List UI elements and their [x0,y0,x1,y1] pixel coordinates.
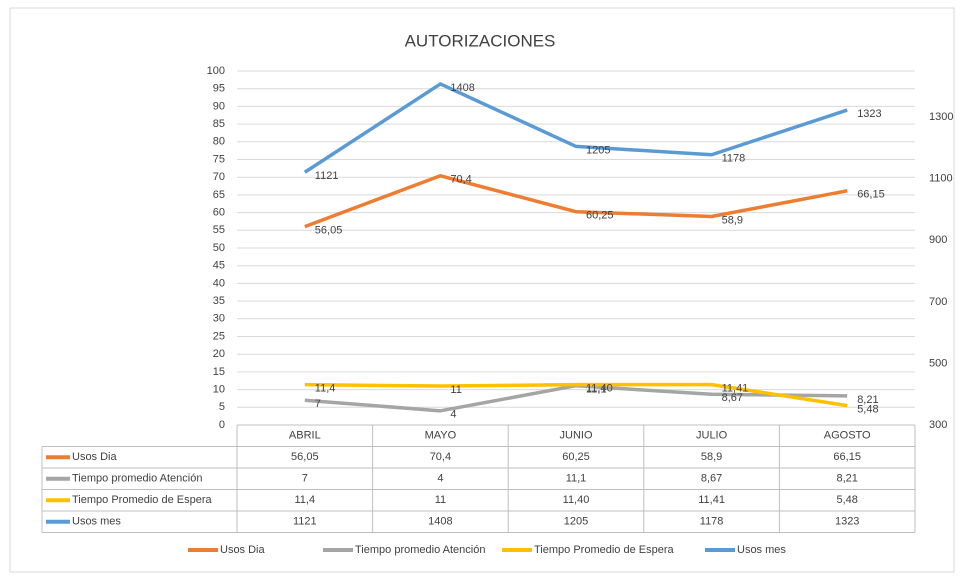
row-header: Usos Dia [72,451,118,463]
table-cell: 56,05 [291,451,319,463]
table-cell: 1205 [564,516,588,528]
y-tick-label: 30 [213,313,225,325]
data-label: 8,21 [857,394,878,406]
table-cell: 58,9 [701,451,722,463]
table-cell: 11,1 [566,473,587,485]
series-line [304,174,848,229]
y-tick-label: 65 [213,189,225,201]
series-line [303,82,848,174]
y-tick-label: 90 [213,100,225,112]
row-header: Tiempo Promedio de Espera [72,494,212,506]
data-label: 70,4 [450,174,471,186]
y-tick-label: 15 [213,366,225,378]
table-cell: 7 [302,473,308,485]
data-label: 11 [450,384,461,396]
table-cell: 70,4 [430,451,451,463]
legend-label: Usos Dia [220,544,266,556]
data-label: 1408 [450,82,474,94]
table-cell: 8,67 [701,473,722,485]
y-tick-label: 40 [213,277,225,289]
data-label: 8,67 [722,392,743,404]
data-label: 11,1 [586,384,607,396]
table-cell: 1178 [700,516,724,528]
x-tick-label: ABRIL [289,430,321,442]
chart-title: AUTORIZACIONES [405,31,556,50]
table-cell: 4 [437,473,443,485]
y2-tick-label: 700 [929,296,947,308]
table-cell: 1323 [835,516,859,528]
y-tick-label: 10 [213,384,225,396]
y-tick-label: 75 [213,153,225,165]
y-tick-label: 25 [213,330,225,342]
y-tick-label: 95 [213,83,225,95]
legend-label: Tiempo Promedio de Espera [534,544,674,556]
row-header: Tiempo promedio Atención [72,473,202,485]
row-header: Usos mes [72,516,121,528]
x-tick-label: AGOSTO [824,430,871,442]
data-label: 5,48 [857,404,878,416]
data-label: 4 [450,409,456,421]
y-tick-label: 0 [219,419,225,431]
data-label: 1323 [857,108,881,120]
y-tick-label: 70 [213,171,225,183]
y-tick-label: 55 [213,224,225,236]
table-cell: 11,41 [698,494,725,506]
y2-tick-label: 1100 [929,173,953,185]
y2-tick-label: 900 [929,234,947,246]
y-tick-label: 85 [213,118,225,130]
table-cell: 11,40 [563,494,590,506]
chart-frame [9,7,955,573]
y-tick-label: 60 [213,207,225,219]
y-tick-label: 35 [213,295,225,307]
x-tick-label: MAYO [425,430,457,442]
y2-tick-label: 500 [929,357,947,369]
table-cell: 1121 [293,516,317,528]
y-tick-label: 100 [207,65,225,77]
data-label: 7 [315,398,321,410]
legend-label: Tiempo promedio Atención [355,544,485,556]
data-label: 1121 [315,170,339,182]
table-cell: 60,25 [562,451,590,463]
data-label: 56,05 [315,224,343,236]
x-tick-label: JUNIO [560,430,593,442]
data-label: 58,9 [722,214,743,226]
series-line [304,382,848,408]
y-tick-label: 45 [213,260,225,272]
data-label: 1205 [586,144,610,156]
data-label: 66,15 [857,189,885,201]
data-label: 11,40 [586,383,613,395]
data-label: 11,4 [315,383,336,395]
y2-tick-label: 300 [929,419,947,431]
y-tick-label: 5 [219,401,225,413]
table-cell: 8,21 [836,473,857,485]
legend-label: Usos mes [737,544,786,556]
y-tick-label: 80 [213,136,225,148]
table-cell: 1408 [428,516,452,528]
table-cell: 11,4 [295,494,316,506]
data-label: 60,25 [586,210,614,222]
y-tick-label: 50 [213,242,225,254]
x-tick-label: JULIO [696,430,728,442]
data-label: 11,41 [722,383,749,395]
table-cell: 11 [435,494,446,506]
table-cell: 5,48 [836,494,857,506]
data-label: 1178 [722,153,746,165]
table-cell: 66,15 [833,451,861,463]
y2-tick-label: 1300 [929,111,953,123]
y-tick-label: 20 [213,348,225,360]
